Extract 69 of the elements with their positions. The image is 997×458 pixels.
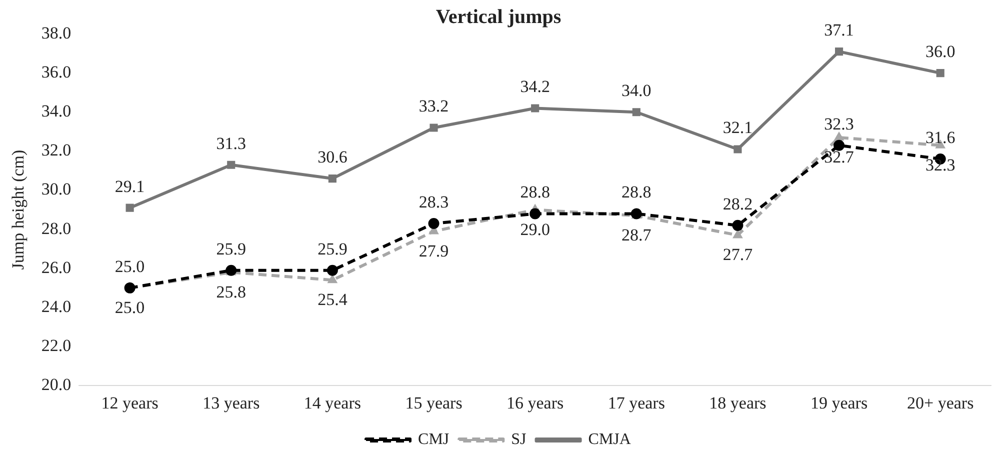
y-tick-label: 22.0 — [41, 336, 72, 355]
point — [430, 124, 438, 132]
point — [428, 218, 440, 229]
point — [732, 230, 743, 238]
data-label: 25.9 — [318, 239, 348, 258]
y-tick-label: 32.0 — [41, 140, 72, 160]
x-tick-label: 19 years — [810, 393, 868, 412]
point — [834, 132, 844, 141]
data-label: 28.7 — [622, 226, 652, 245]
data-label: 28.3 — [418, 192, 449, 212]
point — [227, 160, 236, 169]
chart-title: Vertical jumps — [436, 6, 562, 28]
data-label: 28.8 — [622, 182, 652, 202]
y-axis-title: Jump height (cm) — [8, 150, 28, 270]
x-tick-label: 16 years — [506, 393, 564, 412]
data-label: 34.0 — [622, 81, 652, 100]
data-label: 30.6 — [318, 148, 348, 167]
data-label: 32.3 — [824, 114, 854, 134]
y-tick-label: 30.0 — [41, 180, 72, 199]
legend-label: CMJA — [588, 431, 632, 448]
point — [126, 204, 134, 212]
y-tick-label: 24.0 — [41, 296, 72, 316]
data-label: 25.4 — [318, 290, 348, 310]
x-tick-label: 17 years — [608, 393, 665, 412]
data-label: 27.9 — [418, 241, 449, 260]
point — [734, 145, 742, 154]
point — [632, 108, 640, 116]
data-label: 29.1 — [114, 176, 145, 196]
point — [936, 69, 944, 78]
data-label: 37.1 — [824, 20, 854, 40]
x-tick-label: 20+ years — [906, 393, 974, 412]
x-tick-label: 15 years — [405, 393, 462, 412]
x-tick-label: 13 years — [202, 393, 260, 412]
x-tick-label: 18 years — [709, 393, 766, 412]
y-tick-label: 34.0 — [41, 102, 72, 121]
legend-label: SJ — [511, 431, 526, 448]
point — [530, 208, 541, 220]
data-label: 25.0 — [114, 256, 145, 276]
data-label: 32.7 — [824, 147, 854, 166]
x-tick-label: 12 years — [101, 393, 158, 412]
data-label: 36.0 — [925, 42, 956, 62]
data-label: 25.9 — [216, 239, 246, 258]
data-label: 27.7 — [722, 245, 754, 264]
data-label: 28.8 — [520, 182, 550, 202]
x-tick-label: 14 years — [304, 393, 362, 412]
data-label: 33.2 — [418, 96, 449, 116]
point — [834, 140, 845, 151]
point — [124, 282, 136, 294]
point — [834, 48, 844, 56]
point — [531, 104, 540, 112]
y-tick-label: 38.0 — [41, 23, 72, 42]
point — [326, 264, 338, 276]
y-tick-label: 20.0 — [41, 375, 72, 394]
y-tick-label: 36.0 — [41, 62, 72, 82]
data-label: 31.3 — [216, 134, 246, 153]
point — [732, 220, 744, 231]
data-label: 34.2 — [520, 77, 550, 96]
y-tick-label: 26.0 — [41, 258, 72, 277]
data-label: 32.1 — [722, 118, 753, 138]
data-label: 25.8 — [216, 282, 246, 302]
point — [328, 174, 336, 183]
data-label: 29.0 — [520, 220, 550, 239]
data-label: 28.2 — [722, 194, 753, 214]
data-label: 32.3 — [925, 155, 956, 174]
point — [328, 274, 338, 284]
data-label: 31.6 — [925, 128, 956, 147]
y-tick-label: 28.0 — [41, 218, 72, 238]
legend-label: CMJ — [418, 431, 450, 448]
data-label: 25.0 — [114, 298, 145, 317]
